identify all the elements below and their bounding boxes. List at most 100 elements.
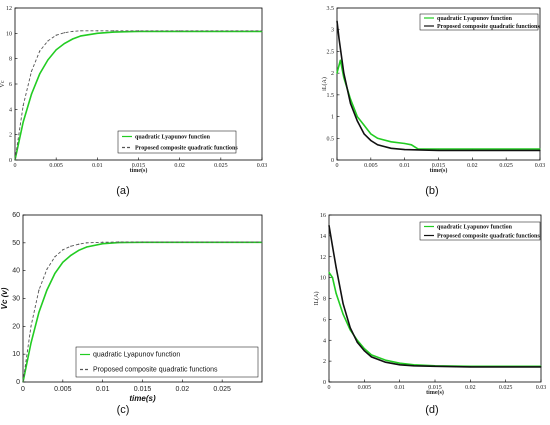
data-point (80, 35, 82, 37)
x-tick-label: 0.025 (213, 386, 231, 393)
x-axis-label: time(s) (129, 394, 156, 403)
data-point (349, 327, 351, 329)
x-tick-label: 0.015 (432, 163, 446, 169)
data-point (70, 254, 72, 256)
y-tick-label: 6 (323, 317, 326, 323)
x-tick-label: 0.03 (257, 163, 268, 169)
x-tick-label: 0.02 (176, 386, 190, 393)
legend-label: quadratic Lyapunov function (135, 135, 211, 141)
y-tick-label: 16 (320, 213, 326, 219)
data-point (39, 73, 41, 75)
x-tick-label: 0 (336, 163, 339, 169)
data-point (62, 261, 64, 263)
x-tick-label: 0.025 (499, 163, 513, 169)
data-point (370, 356, 372, 358)
data-point (331, 245, 334, 247)
panel-caption: (d) (425, 404, 438, 416)
data-point (102, 243, 104, 245)
data-point (113, 31, 115, 33)
x-tick-label: 0.005 (49, 163, 63, 169)
series-line-composite-quadratic (14, 30, 262, 161)
data-point (22, 381, 24, 383)
data-point (22, 121, 24, 123)
x-tick-label: 0.015 (134, 386, 152, 393)
data-point (55, 34, 57, 36)
data-point (72, 38, 74, 40)
x-tick-label: 0.03 (535, 163, 546, 169)
x-tick-label: 0.02 (467, 163, 478, 169)
x-tick-label: 0.03 (536, 385, 547, 391)
y-tick-label: 12 (6, 6, 12, 12)
data-point (54, 272, 56, 275)
legend-box (75, 346, 259, 378)
data-point (390, 141, 392, 143)
y-tick-label: 40 (12, 268, 20, 275)
data-point (363, 124, 365, 126)
data-point (39, 50, 41, 52)
data-point (179, 30, 181, 32)
data-point (437, 149, 440, 152)
data-point (540, 366, 542, 368)
data-point (30, 70, 33, 72)
panel-caption: (c) (117, 404, 130, 416)
data-point (96, 32, 98, 34)
y-tick-label: 10 (6, 31, 12, 37)
y-tick-label: 60 (12, 212, 20, 219)
chart-panel-d: 0 0.005 0.01 0.015 0.02 0.025 0.03 0 2 4 6 8 10 12 14 1… (313, 213, 546, 416)
data-point (46, 289, 48, 291)
legend-label: quadratic Lyapunov function (437, 16, 513, 22)
data-point (80, 30, 82, 32)
data-point (471, 149, 473, 152)
data-point (113, 30, 115, 32)
data-point (181, 241, 183, 243)
data-point (46, 268, 48, 270)
x-tick-label: 0.025 (499, 385, 513, 391)
data-point (404, 142, 406, 145)
x-tick-label: 0.01 (96, 386, 110, 393)
data-point (38, 311, 40, 314)
data-point (336, 20, 338, 22)
x-axis-label: time(s) (130, 167, 148, 174)
x-tick-label: 0.015 (428, 385, 442, 391)
data-point (370, 139, 372, 142)
y-tick-label: 6 (9, 82, 12, 88)
series-line-composite-quadratic (328, 225, 541, 368)
y-tick-label: 30 (12, 296, 20, 303)
legend-box (117, 130, 237, 154)
y-tick-label: 2 (323, 359, 326, 365)
x-tick-label: 0.02 (465, 385, 476, 391)
legend: quadratic Lyapunov function Proposed comp… (117, 130, 238, 154)
x-tick-label: 0.02 (174, 163, 185, 169)
chart-panel-b: 0 0.005 0.01 0.015 0.02 0.025 0.03 0 0.5 1 1.5 2 2.5… (321, 6, 545, 197)
y-tick-label: 0 (9, 158, 12, 164)
data-point (384, 359, 387, 361)
x-tick-label: 0.005 (54, 386, 72, 393)
data-point (356, 341, 358, 343)
data-point (14, 159, 16, 161)
data-point (86, 242, 88, 244)
legend-label: Proposed composite quadratic functions (437, 234, 540, 240)
x-tick-label: 0.005 (364, 163, 378, 169)
data-point (363, 133, 365, 135)
chart-panel-c: 0 0.005 0.01 0.015 0.02 0.025 0 10 20 30 40 50 60 tim… (0, 212, 263, 416)
data-point (356, 120, 358, 122)
y-tick-label: 3 (331, 28, 334, 34)
data-point (471, 148, 473, 150)
data-point (328, 224, 330, 227)
data-point (469, 366, 471, 368)
legend-box (419, 221, 541, 241)
data-point (342, 303, 344, 305)
data-point (377, 144, 379, 146)
series-line-quadratic-lyapunov (14, 30, 262, 161)
x-axis-label: time(s) (426, 389, 444, 396)
data-point (336, 72, 338, 74)
data-point (261, 241, 263, 243)
data-point (30, 93, 33, 95)
legend-label: quadratic Lyapunov function (93, 352, 180, 359)
x-tick-label: 0.025 (214, 163, 228, 169)
data-point (102, 241, 104, 243)
data-point (118, 241, 120, 243)
data-point (22, 104, 24, 107)
data-point (30, 325, 32, 327)
y-tick-label: 20 (12, 323, 20, 330)
